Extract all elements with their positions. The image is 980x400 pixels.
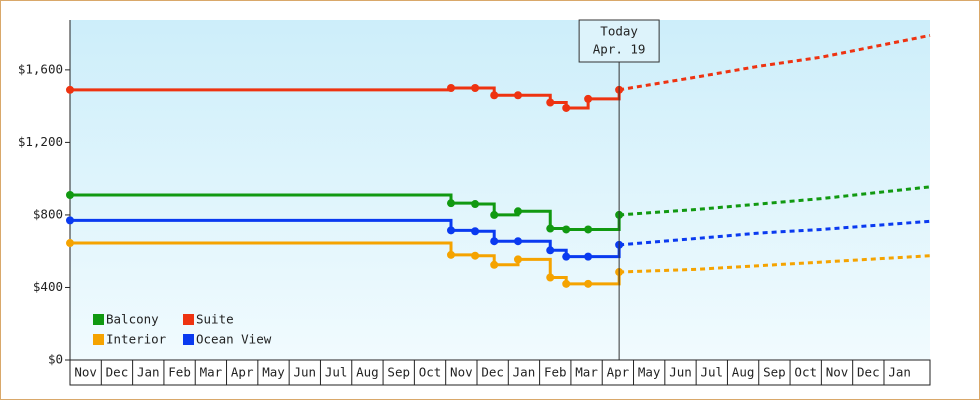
y-tick-label: $1,600	[18, 61, 63, 76]
point	[447, 199, 456, 208]
point	[490, 210, 499, 219]
point	[514, 237, 523, 246]
x-tick-label: Jun	[669, 365, 692, 380]
x-tick-label: Oct	[419, 365, 442, 380]
x-tick-label: Feb	[168, 365, 191, 380]
x-tick-label: Oct	[794, 365, 817, 380]
point	[66, 216, 74, 225]
point	[66, 190, 74, 199]
point	[584, 252, 593, 261]
point	[546, 246, 555, 255]
point	[584, 279, 593, 288]
point	[66, 239, 74, 248]
point	[490, 260, 499, 269]
x-tick-label: Mar	[575, 365, 598, 380]
point	[562, 252, 571, 261]
legend-swatch	[183, 334, 194, 345]
legend-swatch	[183, 314, 194, 325]
point	[471, 84, 480, 92]
x-tick-label: Dec	[481, 365, 504, 380]
x-tick-label: Jan	[888, 365, 911, 380]
point	[447, 84, 456, 92]
projection-line	[619, 254, 931, 274]
x-tick-label: Sep	[387, 365, 410, 380]
x-tick-label: Nov	[450, 365, 473, 380]
legend-swatch	[93, 314, 104, 325]
legend-label: Balcony	[106, 312, 159, 327]
annotation-text: Today	[600, 24, 638, 39]
x-tick-label: Jun	[294, 365, 317, 380]
point	[471, 251, 480, 260]
point	[471, 227, 480, 236]
y-tick-label: $1,200	[18, 134, 63, 149]
point	[514, 207, 523, 216]
point	[562, 225, 571, 234]
point	[447, 226, 456, 235]
x-tick-label: Dec	[106, 365, 129, 380]
annotation-text: Apr. 19	[593, 42, 646, 57]
x-tick-label: Apr	[607, 365, 630, 380]
x-tick-label: Dec	[857, 365, 880, 380]
x-tick-label: May	[638, 365, 661, 380]
point	[546, 273, 555, 282]
y-tick-label: $400	[33, 279, 63, 294]
x-tick-label: Jul	[701, 365, 724, 380]
point	[546, 224, 555, 233]
x-tick-label: Mar	[200, 365, 223, 380]
point	[584, 94, 593, 103]
x-tick-label: Aug	[356, 365, 379, 380]
legend-label: Suite	[196, 312, 234, 327]
x-tick-label: Sep	[763, 365, 786, 380]
x-tick-label: Aug	[732, 365, 755, 380]
point	[66, 85, 74, 94]
legend-swatch	[93, 334, 104, 345]
plot-area	[70, 20, 930, 360]
x-tick-label: Feb	[544, 365, 567, 380]
point	[471, 200, 480, 209]
point	[546, 98, 555, 107]
point	[490, 91, 499, 100]
point	[514, 255, 523, 264]
y-tick-label: $800	[33, 206, 63, 221]
point	[447, 250, 456, 259]
legend-label: Ocean View	[196, 332, 272, 347]
y-tick-label: $0	[48, 352, 63, 367]
point	[562, 103, 571, 112]
point	[514, 91, 523, 100]
point	[490, 237, 499, 246]
x-tick-label: Apr	[231, 365, 254, 380]
x-tick-label: Nov	[74, 365, 97, 380]
point	[584, 225, 593, 234]
today-box	[578, 19, 660, 63]
legend-label: Interior	[106, 332, 167, 347]
x-tick-label: Nov	[826, 365, 849, 380]
x-tick-label: Jul	[325, 365, 348, 380]
x-tick-label: May	[262, 365, 285, 380]
x-tick-label: Jan	[137, 365, 160, 380]
x-tick-label: Jan	[513, 365, 536, 380]
point	[562, 279, 571, 288]
